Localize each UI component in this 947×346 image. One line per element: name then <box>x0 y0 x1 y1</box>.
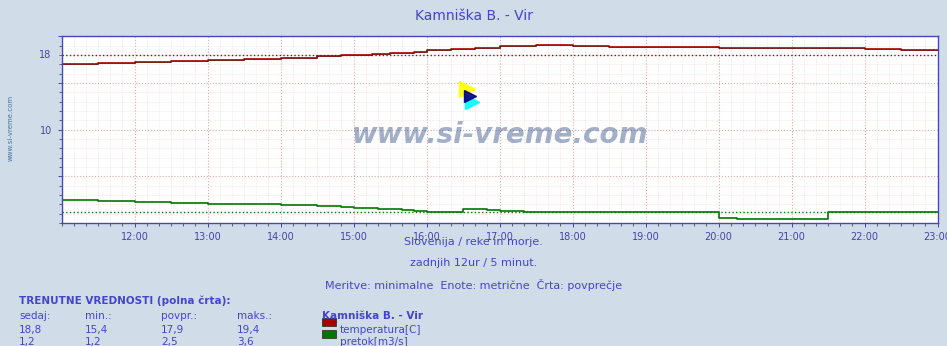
Text: www.si-vreme.com: www.si-vreme.com <box>351 121 648 149</box>
Text: min.:: min.: <box>85 311 112 321</box>
Text: 17,9: 17,9 <box>161 325 185 335</box>
Text: maks.:: maks.: <box>237 311 272 321</box>
Text: 3,6: 3,6 <box>237 337 254 346</box>
Text: 1,2: 1,2 <box>85 337 102 346</box>
Text: 18,8: 18,8 <box>19 325 43 335</box>
Text: Slovenija / reke in morje.: Slovenija / reke in morje. <box>404 237 543 247</box>
Text: www.si-vreme.com: www.si-vreme.com <box>8 95 13 161</box>
Text: 1,2: 1,2 <box>19 337 36 346</box>
Text: zadnjih 12ur / 5 minut.: zadnjih 12ur / 5 minut. <box>410 258 537 268</box>
Text: temperatura[C]: temperatura[C] <box>340 325 421 335</box>
Text: Kamniška B. - Vir: Kamniška B. - Vir <box>415 9 532 22</box>
Text: 15,4: 15,4 <box>85 325 109 335</box>
Text: 19,4: 19,4 <box>237 325 260 335</box>
Text: 18: 18 <box>39 50 51 60</box>
Text: TRENUTNE VREDNOSTI (polna črta):: TRENUTNE VREDNOSTI (polna črta): <box>19 296 230 306</box>
Text: pretok[m3/s]: pretok[m3/s] <box>340 337 408 346</box>
Text: Meritve: minimalne  Enote: metrične  Črta: povprečje: Meritve: minimalne Enote: metrične Črta:… <box>325 279 622 291</box>
Text: sedaj:: sedaj: <box>19 311 50 321</box>
Text: Kamniška B. - Vir: Kamniška B. - Vir <box>322 311 423 321</box>
Text: povpr.:: povpr.: <box>161 311 197 321</box>
Text: 2,5: 2,5 <box>161 337 178 346</box>
